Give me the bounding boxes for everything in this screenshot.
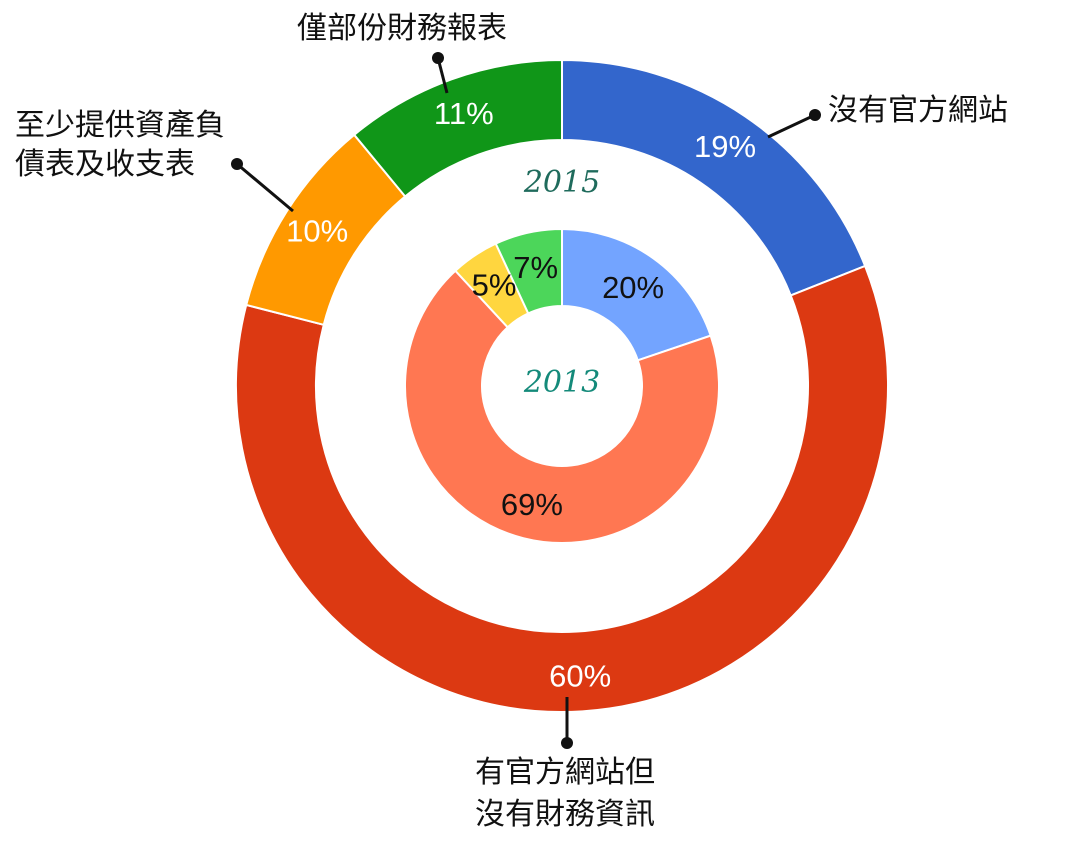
leader-dot-no-site xyxy=(809,109,821,121)
outer-value-label-site-no-info: 60% xyxy=(549,658,611,693)
category-label-no-site: 沒有官方網站 xyxy=(828,93,1008,128)
category-label-partial: 僅部份財務報表 xyxy=(297,11,507,46)
inner-ring-2013 xyxy=(404,227,720,544)
inner-slice-partial xyxy=(494,227,563,315)
slice-percent-labels: 19% 60% 10% 11% 20% 69% 5%7% xyxy=(286,96,756,693)
inner-value-label-partial: 7% xyxy=(513,250,558,285)
inner-slice-site-no-info xyxy=(404,269,720,544)
category-label-site-no-info-line2: 沒有財務資訊 xyxy=(475,797,655,832)
leader-dot-balance-sheet xyxy=(231,158,243,170)
outer-slice-partial xyxy=(352,58,563,198)
outer-value-label-partial: 11% xyxy=(434,96,494,131)
inner-value-label-no-site: 20% xyxy=(602,270,664,305)
leader-lines xyxy=(231,52,821,749)
leader-line-partial xyxy=(436,57,449,94)
leader-line-balance-sheet xyxy=(236,162,294,213)
center-label-2015: 2015 xyxy=(523,165,600,200)
leader-dot-partial xyxy=(432,52,444,64)
leader-line-no-site xyxy=(767,113,816,139)
inner-slice-no-site xyxy=(561,227,712,362)
center-label-2013: 2013 xyxy=(523,365,600,400)
inner-value-label-site-no-info: 69% xyxy=(501,487,563,522)
category-label-site-no-info-line1: 有官方網站但 xyxy=(475,755,655,790)
category-label-balance-sheet-line2: 債表及收支表 xyxy=(15,147,195,182)
outer-ring-2015 xyxy=(235,58,889,713)
outer-value-label-balance-sheet: 10% xyxy=(286,214,348,249)
outer-slice-site-no-info xyxy=(235,264,889,713)
outer-value-label-no-site: 19% xyxy=(694,129,756,164)
category-label-balance-sheet-line1: 至少提供資產負 xyxy=(15,108,225,143)
leader-dot-site-no-info xyxy=(561,737,573,749)
inner-value-label-balance-sheet: 5% xyxy=(472,268,517,303)
